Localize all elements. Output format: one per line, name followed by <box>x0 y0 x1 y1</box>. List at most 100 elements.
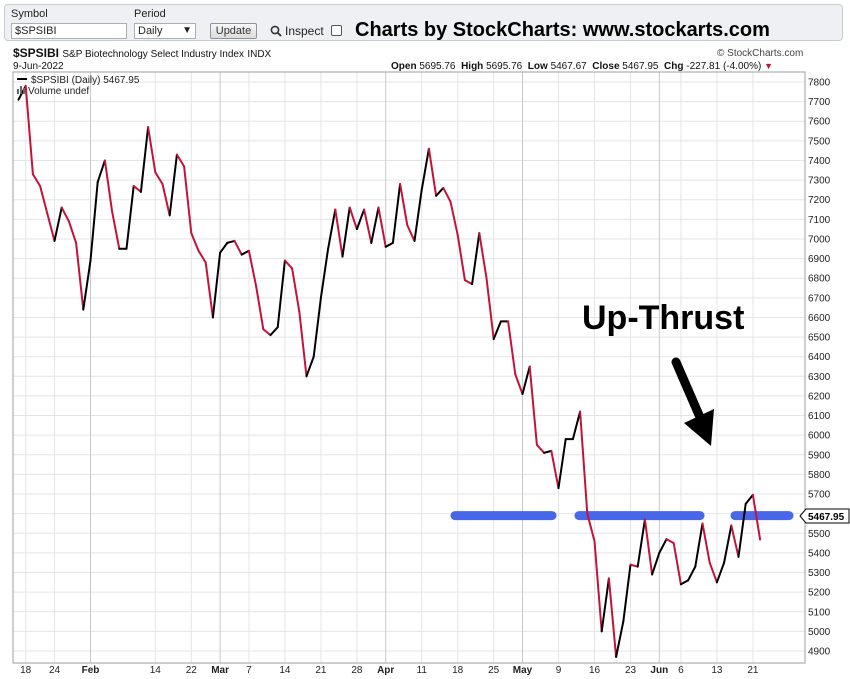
price-segment <box>708 561 718 584</box>
title-ticker: $SPSIBI <box>13 46 60 60</box>
price-segment <box>327 208 337 250</box>
price-segment <box>111 210 121 250</box>
price-segment <box>147 126 157 174</box>
x-tick-label: 11 <box>417 665 428 676</box>
y-tick-label: 6800 <box>808 274 831 285</box>
price-segment <box>751 493 762 541</box>
y-tick-label: 5400 <box>808 548 831 559</box>
y-tick-label: 6200 <box>808 391 831 402</box>
y-tick-label: 5200 <box>808 588 831 599</box>
price-segment <box>730 524 740 558</box>
update-button[interactable]: Update <box>210 23 257 39</box>
price-segment <box>341 206 351 258</box>
price-segment <box>219 241 229 254</box>
price-segment <box>233 239 243 256</box>
price-segment <box>168 153 178 217</box>
price-segment <box>175 153 186 168</box>
x-tick-label: May <box>513 665 533 676</box>
price-segment <box>377 206 387 248</box>
price-segment <box>463 279 474 286</box>
price-segment <box>492 320 502 341</box>
y-tick-label: 7300 <box>808 176 831 187</box>
price-segment <box>737 502 747 558</box>
inspect-checkbox[interactable] <box>331 25 342 36</box>
price-segment <box>651 551 661 576</box>
price-segment <box>334 208 344 258</box>
price-segment <box>39 184 49 215</box>
legend-volume-label: Volume undef <box>28 86 89 97</box>
price-segment <box>679 579 690 586</box>
search-icon <box>270 25 282 37</box>
x-tick-label: 13 <box>711 665 723 676</box>
price-segment <box>420 147 430 191</box>
price-segment <box>197 249 207 264</box>
price-segment <box>687 565 697 582</box>
y-tick-label: 7700 <box>808 97 831 108</box>
toolbar: Symbol Period Daily ▼ Update Inspect Cha… <box>4 4 843 41</box>
change-value: -227.81 (-4.00%) <box>686 61 762 72</box>
x-tick-label: 22 <box>186 665 198 676</box>
price-segment <box>535 443 546 454</box>
y-tick-label: 5100 <box>808 607 831 618</box>
price-segment <box>550 449 560 490</box>
price-segment <box>183 165 193 235</box>
period-select[interactable]: Daily ▼ <box>134 23 196 39</box>
price-segment <box>629 563 639 568</box>
price-segment <box>226 239 236 244</box>
price-segment <box>190 232 200 252</box>
price-segment <box>89 181 99 262</box>
x-tick-label: 9 <box>556 665 562 676</box>
price-segment <box>283 259 294 270</box>
close-price-label: 5467.95 <box>808 512 845 523</box>
y-tick-label: 5500 <box>808 529 831 540</box>
price-segment <box>269 326 279 337</box>
price-segment <box>399 183 409 227</box>
price-segment <box>262 328 272 337</box>
x-tick-label: 18 <box>20 665 32 676</box>
x-tick-label: Mar <box>211 665 229 676</box>
close-price-tag: 5467.95 <box>799 508 850 524</box>
price-segment <box>355 208 366 231</box>
y-axis: 7800 7700 7600 7500 7400 7300 7200 7100 7000 6900… <box>808 78 831 658</box>
price-segment <box>406 224 416 242</box>
price-line <box>17 84 762 658</box>
period-value: Daily <box>138 25 163 37</box>
price-segment <box>723 524 733 564</box>
price-segment <box>312 296 322 358</box>
symbol-input[interactable] <box>11 23 127 39</box>
y-tick-label: 7500 <box>808 136 831 147</box>
price-segment <box>96 159 106 184</box>
price-segment <box>478 232 488 280</box>
price-segment <box>67 220 78 244</box>
y-tick-label: 7000 <box>808 234 831 245</box>
price-segment <box>298 310 308 378</box>
title-name: S&P Biotechnology Select Industry Index <box>62 49 244 60</box>
price-segment <box>125 184 135 250</box>
y-tick-label: 5700 <box>808 490 831 501</box>
low-value: 5467.67 <box>550 61 587 72</box>
price-segment <box>442 186 452 203</box>
title-exchange: INDX <box>247 49 272 60</box>
y-tick-label: 6300 <box>808 372 831 383</box>
chevron-down-icon: ▼ <box>182 25 192 36</box>
price-segment <box>384 241 394 248</box>
price-segment <box>471 232 481 286</box>
y-tick-label: 7800 <box>808 78 831 89</box>
y-tick-label: 7200 <box>808 195 831 206</box>
y-tick-label: 6400 <box>808 352 831 363</box>
price-segment <box>485 277 495 341</box>
price-segment <box>154 171 164 186</box>
price-segment <box>204 261 214 319</box>
y-tick-label: 5800 <box>808 470 831 481</box>
y-tick-label: 6000 <box>808 431 831 442</box>
close-value: 5467.95 <box>622 61 659 72</box>
price-segment <box>103 159 114 213</box>
y-tick-label: 6500 <box>808 333 831 344</box>
x-tick-label: 25 <box>488 665 500 676</box>
y-tick-label: 5300 <box>808 568 831 579</box>
price-segment <box>211 251 222 319</box>
price-segment <box>449 200 459 237</box>
price-segment <box>507 320 517 376</box>
grid <box>13 72 805 663</box>
price-segment <box>672 542 682 586</box>
